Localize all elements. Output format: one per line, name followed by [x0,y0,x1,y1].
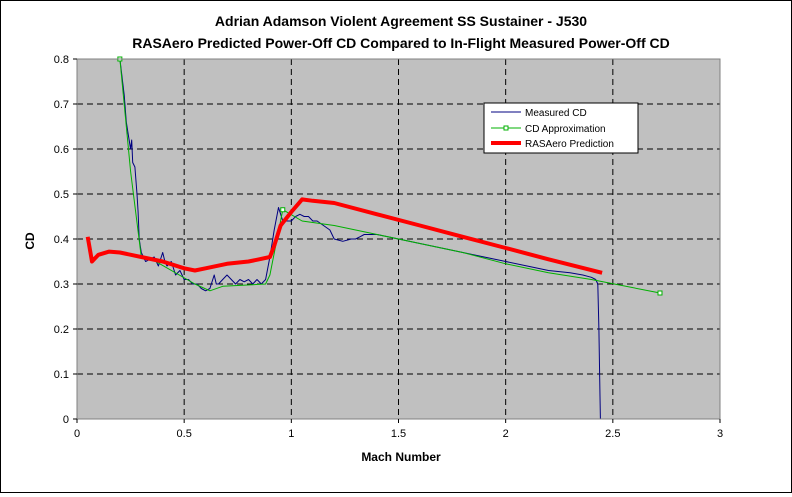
x-tick-label: 2.5 [605,428,620,440]
x-tick-label: 2 [503,428,509,440]
legend: Measured CD CD Approximation RASAero Pre… [483,102,639,154]
y-tick-label: 0.3 [54,279,69,291]
series-rasaero-prediction [85,197,603,275]
y-tick-label: 0.8 [54,54,69,66]
x-axis-label: Mach Number [361,450,441,464]
y-axis-ticks: 0 0.1 0.2 0.3 0.4 0.5 0.6 0.7 0.8 [54,54,77,426]
x-tick-label: 0 [74,428,80,440]
legend-item-approx: CD Approximation [525,124,606,135]
x-tick-label: 1 [288,428,294,440]
y-tick-label: 0.7 [54,99,69,111]
y-tick-label: 0.4 [54,234,69,246]
x-axis-ticks: 0 0.5 1 1.5 2 2.5 3 [74,419,723,440]
y-axis-label: CD [23,232,37,250]
x-tick-label: 0.5 [177,428,192,440]
y-tick-label: 0.6 [54,144,69,156]
legend-marker-approx [503,125,509,131]
approximation-point [280,207,286,213]
x-tick-label: 1.5 [391,428,406,440]
chart-title: Adrian Adamson Violent Agreement SS Sust… [215,13,587,29]
y-tick-label: 0.1 [54,369,69,381]
y-tick-label: 0 [63,414,69,426]
y-tick-label: 0.2 [54,324,69,336]
x-tick-label: 3 [717,428,723,440]
chart-subtitle: RASAero Predicted Power-Off CD Compared … [132,35,670,51]
series-layer [85,56,663,420]
approximation-point [657,290,663,296]
legend-item-measured: Measured CD [525,108,587,119]
y-tick-label: 0.5 [54,189,69,201]
legend-item-rasaero: RASAero Prediction [525,139,614,150]
